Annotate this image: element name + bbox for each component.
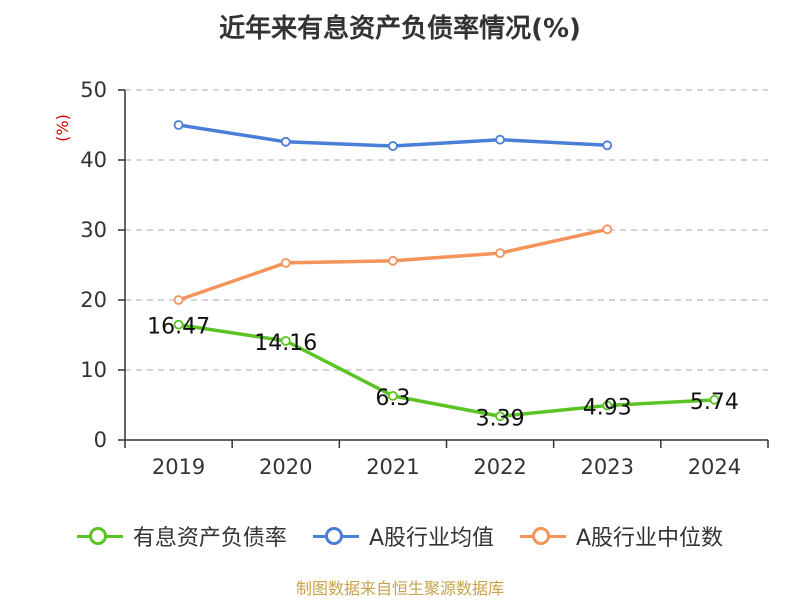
data-label: 3.39 [476,406,525,431]
data-point [495,134,505,145]
source-note: 制图数据来自恒生聚源数据库 [295,579,504,598]
y-axis-label: (%) [53,114,72,142]
data-point [602,400,613,411]
y-tick-label: 10 [80,358,107,382]
data-point [709,394,720,405]
data-point [173,295,184,305]
data-point [388,255,398,266]
data-point [602,224,613,235]
legend-label: A股行业均值 [368,526,494,551]
y-tick-label: 50 [80,78,107,102]
axes: 0 10 20 30 40 50 2019 2020 2021 2022 2023 2024 (%) [53,78,769,479]
legend-item[interactable]: 有息资产负债率 [76,520,287,552]
x-tick-label: 2019 [152,455,205,479]
data-point [602,140,613,151]
data-point [173,319,184,330]
data-point [280,257,291,268]
legend-item[interactable]: A股行业均值 [312,520,494,552]
legend-label: A股行业中位数 [576,526,724,551]
data-point [280,335,291,346]
data-label: 16.47 [147,315,210,340]
x-tick-label: 2022 [473,455,526,479]
data-point [388,141,398,151]
y-tick-label: 0 [94,428,107,452]
x-tick-label: 2021 [366,455,419,479]
y-tick-label: 40 [80,148,107,172]
series-line [178,322,715,419]
legend-item[interactable]: A股行业中位数 [520,520,723,552]
legend-marker [520,526,566,546]
x-tick-label: 2024 [688,455,741,479]
x-tick-label: 2023 [581,455,634,479]
y-tick-label: 30 [80,218,107,242]
y-tick-label: 20 [80,288,107,312]
legend-label: 有息资产负债率 [132,526,287,551]
data-point [495,411,505,422]
data-point [173,120,184,130]
x-tick-label: 2020 [259,455,312,479]
data-point [388,390,398,401]
legend-marker [76,526,123,546]
data-point [280,136,291,147]
data-label: 4.93 [583,395,632,420]
series-lines [173,120,720,422]
grid-lines [125,89,768,371]
data-label: 6.3 [375,386,410,411]
data-label: 5.74 [690,390,739,415]
data-point [495,248,505,259]
data-labels: 16.47 14.16 6.3 3.39 4.93 5.74 [147,315,739,432]
chart-title: 近年来有息资产负债率情况(%) [219,14,581,44]
legend: 有息资产负债率 A股行业均值 A股行业中位数 [0,518,800,554]
data-label: 14.16 [254,331,317,356]
legend-marker [312,526,359,546]
